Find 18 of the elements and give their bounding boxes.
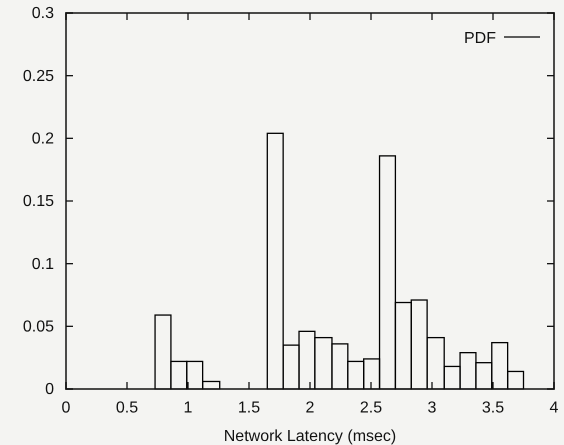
y-tick-label: 0.25 [22, 68, 54, 85]
x-tick-label: 3.5 [482, 399, 504, 416]
y-tick-label: 0.1 [32, 256, 54, 273]
x-tick-label: 1.5 [238, 399, 260, 416]
x-tick-label: 0 [62, 399, 71, 416]
y-tick-label: 0.3 [32, 5, 54, 22]
y-tick-label: 0.15 [22, 193, 54, 210]
y-tick-label: 0.05 [22, 318, 54, 336]
x-tick-label: 0.5 [116, 399, 138, 416]
x-tick-label: 1 [184, 399, 193, 416]
y-tick-label: 0 [45, 381, 54, 398]
x-tick-label: 2.5 [360, 399, 382, 416]
legend-label: PDF [464, 30, 496, 47]
x-tick-label: 2 [306, 399, 315, 416]
x-tick-label: 3 [428, 399, 437, 416]
y-tick-label: 0.2 [32, 130, 54, 148]
x-tick-label: 4 [550, 399, 559, 416]
x-axis-title: Network Latency (msec) [224, 428, 396, 445]
